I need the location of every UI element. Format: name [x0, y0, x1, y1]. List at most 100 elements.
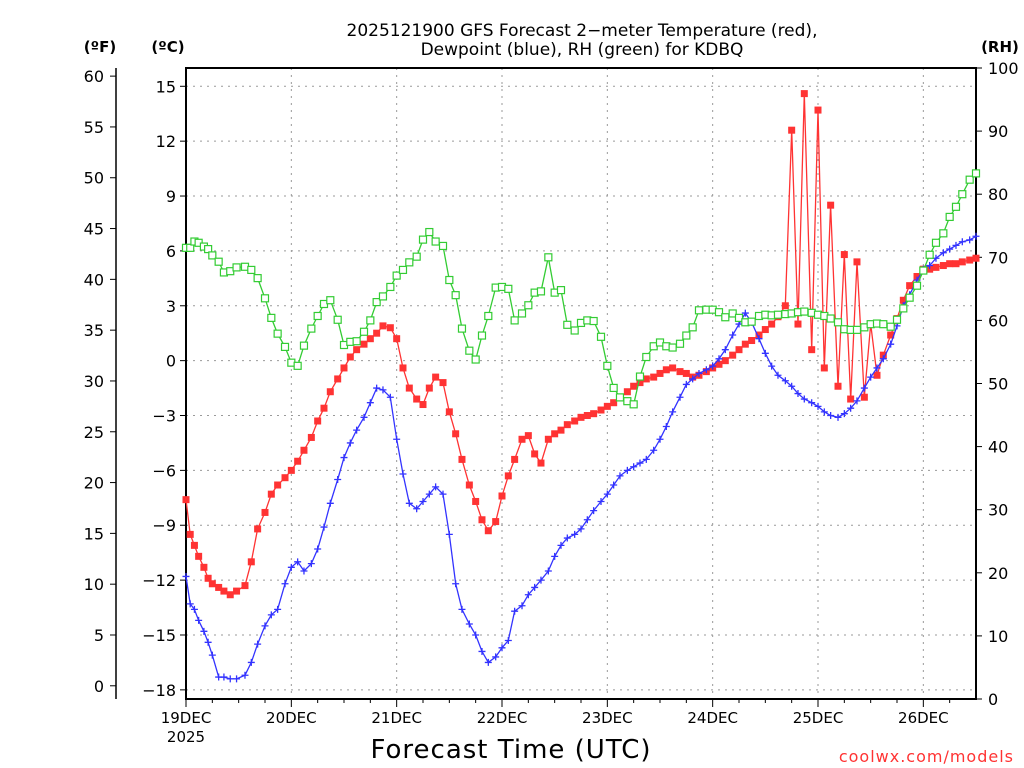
temperature-point [220, 587, 228, 595]
dewpoint-point [492, 653, 500, 661]
dewpoint-point [966, 236, 974, 244]
rh-point [273, 329, 282, 338]
temperature-point [307, 433, 315, 441]
rh-point [471, 355, 480, 364]
dewpoint-point [274, 605, 282, 613]
rh-point [892, 315, 902, 324]
temperature-point [267, 490, 275, 498]
fahrenheit-tick-label: 15 [84, 524, 104, 543]
credit-label: coolwx.com/models [839, 747, 1014, 766]
dewpoint-point [642, 455, 650, 463]
dewpoint-point [373, 384, 381, 392]
temperature-point [610, 399, 618, 407]
rh-point [267, 313, 276, 322]
temperature-point [373, 329, 381, 337]
rh-point [563, 320, 572, 329]
celsius-unit-label: (ºC) [151, 38, 184, 56]
dewpoint-point [761, 349, 769, 357]
temperature-point [334, 375, 342, 383]
fahrenheit-tick-label: 35 [84, 321, 104, 340]
rh-point [378, 292, 388, 301]
rh-point [905, 293, 914, 302]
rh-point [925, 250, 934, 259]
temperature-point [353, 346, 361, 354]
temperature-point [498, 492, 506, 500]
temperature-point [241, 582, 249, 590]
temperature-point [597, 406, 605, 414]
temperature-point [360, 340, 368, 348]
temperature-point [840, 251, 848, 259]
rh-point [333, 315, 342, 324]
temperature-point [879, 351, 887, 359]
temperature-point [721, 357, 729, 365]
temperature-point [366, 335, 374, 343]
dewpoint-point [590, 507, 598, 515]
temperature-point [966, 256, 974, 264]
dewpoint-point [326, 499, 334, 507]
rh-point [971, 169, 981, 178]
rh-point [879, 320, 888, 329]
temperature-point [952, 260, 960, 268]
temperature-point [326, 388, 334, 396]
rh-point [247, 265, 256, 275]
dewpoint-point [190, 605, 198, 613]
temperature-point [524, 432, 532, 440]
dewpoint-point [741, 309, 749, 317]
celsius-tick-label: 15 [156, 77, 176, 96]
celsius-tick-label: −12 [142, 571, 176, 590]
celsius-tick-label: −15 [142, 626, 176, 645]
temperature-point [755, 331, 763, 339]
dewpoint-point [419, 497, 427, 505]
fahrenheit-tick-label: 55 [84, 118, 104, 137]
dewpoint-line [185, 235, 977, 680]
dewpoint-point [504, 636, 512, 644]
fahrenheit-tick-label: 60 [84, 67, 104, 86]
rh-point [405, 258, 414, 267]
x-tick-sublabel: 2025 [167, 728, 205, 746]
temperature-point [715, 360, 723, 368]
temperature-point [393, 335, 401, 343]
dewpoint-point [887, 340, 895, 348]
temperature-point [340, 364, 348, 372]
temperature-point [458, 455, 466, 463]
dewpoint-point [702, 366, 710, 374]
dewpoint-point [689, 375, 697, 383]
rh-point [931, 238, 941, 247]
temperature-point [465, 481, 473, 489]
temperature-point [419, 401, 427, 409]
dewpoint-point [195, 616, 203, 624]
temperature-point [958, 258, 966, 266]
rh-tick-label: 50 [988, 375, 1008, 394]
fahrenheit-tick-label: 20 [84, 474, 104, 493]
temperature-point [439, 379, 447, 387]
temperature-point [281, 474, 289, 482]
rh-point [326, 296, 335, 305]
dewpoint-point [281, 580, 289, 588]
rh-point [232, 263, 241, 272]
dewpoint-point [781, 377, 789, 385]
temperature-point [484, 527, 492, 535]
rh-point [451, 291, 460, 300]
dewpoint-point [531, 583, 539, 591]
dewpoint-point [320, 523, 328, 531]
temperature-point [492, 518, 500, 526]
dewpoint-point [610, 481, 618, 489]
dewpoint-point [800, 395, 808, 403]
dewpoint-point [413, 505, 421, 513]
dewpoint-point [445, 530, 453, 538]
rh-point [260, 294, 270, 303]
temperature-point [182, 496, 190, 504]
rh-tick-label: 70 [988, 248, 1008, 267]
dewpoint-point [478, 647, 486, 655]
fahrenheit-tick-label: 25 [84, 423, 104, 442]
temperature-point [656, 369, 664, 377]
rh-point [728, 309, 737, 318]
rh-point [204, 244, 213, 254]
rh-point [510, 316, 519, 325]
rh-point [773, 310, 783, 319]
dewpoint-point [840, 410, 848, 418]
rh-tick-label: 0 [988, 690, 998, 709]
rh-point [556, 286, 566, 295]
temperature-point [504, 472, 512, 480]
rh-point [899, 304, 908, 313]
